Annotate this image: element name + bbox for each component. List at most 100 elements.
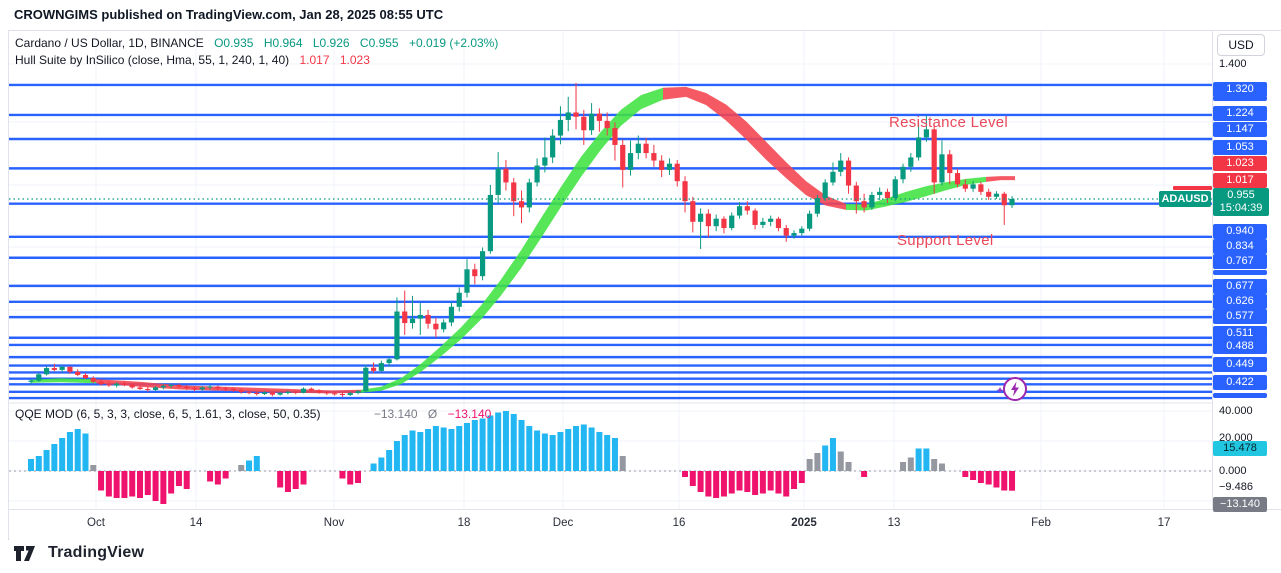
candle-body — [752, 210, 758, 225]
candle-body — [168, 384, 174, 386]
candle-body — [518, 201, 525, 208]
candle-body — [355, 391, 361, 394]
qqe-bar — [35, 456, 42, 471]
candle-body — [308, 388, 314, 391]
qqe-bar — [370, 463, 377, 471]
candle-body — [75, 371, 81, 375]
qqe-bar — [923, 448, 930, 471]
candle-body — [838, 160, 844, 172]
candle-body — [651, 153, 657, 161]
candle-body — [479, 251, 486, 277]
candle-body — [106, 384, 112, 386]
candle-body — [744, 206, 750, 211]
hull-ribbon-segment — [31, 378, 96, 384]
hull-suite-label: Hull Suite by InSilico (close, Hma, 55, … — [15, 53, 290, 67]
qqe-bar — [588, 427, 595, 471]
qqe-label: QQE MOD (6, 5, 3, 3, close, 6, 5, 1.61, … — [15, 407, 321, 421]
price-label: 0.767 — [1213, 253, 1267, 269]
candle-body — [962, 184, 968, 189]
current-price-value: 0.955 — [1227, 188, 1255, 201]
candle-body — [721, 218, 727, 229]
qqe-bar — [736, 471, 743, 491]
qqe-bar — [464, 423, 471, 471]
candle-body — [464, 269, 470, 293]
candle-body — [316, 390, 322, 393]
qqe-bar — [604, 435, 611, 471]
time-label: Nov — [323, 517, 345, 529]
qqe-bar — [300, 471, 307, 485]
candle-body — [861, 201, 867, 208]
tradingview-logo-icon[interactable] — [14, 545, 40, 562]
qqe-bar — [744, 471, 751, 492]
qqe-bar — [214, 471, 221, 485]
qqe-bar — [977, 471, 984, 483]
candle-body — [916, 137, 922, 158]
qqe-bar — [113, 471, 120, 498]
qqe-bar — [697, 471, 704, 492]
candle-body — [230, 389, 237, 391]
qqe-bar — [207, 471, 214, 482]
qqe-bar — [168, 471, 175, 494]
publisher-header: CROWNGIMS published on TradingView.com, … — [14, 7, 444, 22]
candle-body — [970, 184, 976, 189]
qqe-scale-label: −13.140 — [1213, 496, 1267, 512]
candle-body — [394, 311, 400, 360]
candle-body — [98, 381, 104, 385]
candle-body — [986, 191, 992, 197]
hull-value-1: 1.017 — [299, 53, 330, 67]
qqe-scale-label: 0.000 — [1219, 464, 1247, 477]
candle-body — [884, 191, 891, 199]
candle-body — [542, 157, 548, 166]
symbol-legend[interactable]: Cardano / US Dollar, 1D, BINANCE O0.935 … — [15, 36, 498, 50]
candle-body — [425, 314, 431, 324]
qqe-bar — [137, 471, 144, 498]
hull-suite-legend[interactable]: Hull Suite by InSilico (close, Hma, 55, … — [15, 53, 370, 67]
candle-body — [339, 394, 346, 395]
qqe-bar — [713, 471, 720, 498]
candle-body — [768, 218, 774, 222]
qqe-bar — [767, 471, 774, 491]
candle-body — [215, 386, 221, 389]
resistance-level-label[interactable]: Resistance Level — [889, 114, 1009, 131]
support-level-label[interactable]: Support Level — [897, 232, 994, 249]
price-label: 0.577 — [1213, 308, 1267, 324]
candle-body — [59, 366, 65, 370]
qqe-bar — [814, 453, 821, 471]
qqe-bar — [962, 471, 969, 477]
price-label — [1213, 393, 1267, 398]
sparkle-glyph — [996, 386, 1004, 394]
candle-body — [129, 384, 135, 388]
candle-body — [199, 387, 205, 390]
candle-body — [729, 215, 735, 229]
candle-body — [830, 171, 836, 183]
candle-body — [503, 168, 509, 183]
qqe-bar — [549, 435, 556, 471]
time-axis[interactable]: Oct 14 Nov 18 Dec 16 2025 13 Feb 17 — [9, 509, 1281, 540]
qqe-bar — [619, 456, 626, 471]
price-chart[interactable] — [9, 31, 1212, 509]
candle-body — [923, 129, 929, 138]
candle-body — [378, 363, 384, 371]
qqe-bar — [105, 471, 112, 497]
tradingview-brand[interactable]: TradingView — [48, 544, 145, 561]
candle-body — [939, 154, 945, 183]
qqe-scale-label: −9.486 — [1219, 480, 1253, 493]
qqe-bar — [386, 450, 393, 471]
time-label: 13 — [887, 517, 901, 529]
time-label: 16 — [672, 517, 686, 529]
qqe-bar — [993, 471, 1000, 488]
qqe-bar — [534, 430, 541, 471]
qqe-bar — [82, 433, 89, 471]
qqe-bar — [98, 471, 105, 491]
candle-body — [145, 389, 151, 390]
candle-body — [285, 391, 291, 394]
qqe-legend[interactable]: QQE MOD (6, 5, 3, 3, close, 6, 5, 1.61, … — [15, 407, 491, 421]
currency-button[interactable]: USD — [1217, 34, 1265, 56]
hull-ribbon-segment — [663, 86, 846, 210]
lightning-icon[interactable] — [992, 372, 1032, 406]
candle-body — [487, 194, 493, 252]
price-scale[interactable]: USD 1.400 1.320 1.224 1.147 1.053 1.023 1.017 0… — [1212, 31, 1281, 512]
candle-body — [51, 368, 57, 370]
candle-body — [114, 383, 120, 386]
candle-body — [869, 194, 875, 208]
